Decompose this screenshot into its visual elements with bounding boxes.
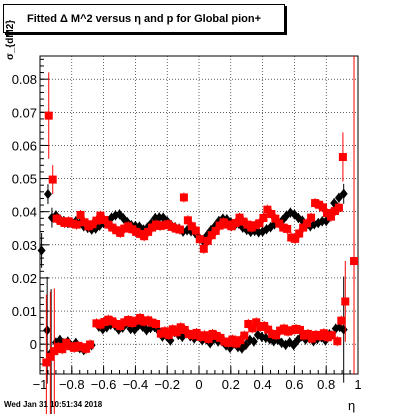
y-tick-label: 0 [30, 337, 37, 352]
x-tick-label: 0.4 [254, 377, 272, 392]
data-point-red [267, 210, 276, 219]
data-point-red [42, 358, 51, 367]
data-point-red [333, 337, 342, 346]
ticks-layer: −1 −0.8 −0.6 −0.4 −0.2 0 0.2 0.4 0.6 0.8 1 0 0.01 0.0… [12, 58, 362, 392]
data-point-red [96, 211, 105, 220]
data-point-red [86, 340, 95, 349]
data-point-red [319, 203, 328, 212]
data-point-black [339, 188, 348, 199]
data-point-red [179, 193, 188, 202]
x-tick-label: 0.8 [317, 377, 335, 392]
chart-title: Fitted Δ M^2 versus η and p for Global p… [3, 4, 285, 33]
x-tick-label: −0.4 [123, 377, 149, 392]
x-axis-label: η [348, 398, 356, 413]
data-point-red [341, 297, 350, 306]
x-tick-label: −1 [33, 377, 48, 392]
data-point-red [264, 325, 273, 334]
data-point-red [207, 231, 216, 240]
data-point-red [140, 232, 149, 241]
data-point-red [187, 222, 196, 231]
x-tick-label: −0.2 [154, 377, 180, 392]
data-point-red [72, 220, 81, 229]
data-point-red [303, 219, 312, 228]
data-point-red [195, 235, 204, 244]
data-point-black [43, 325, 52, 336]
data-point-red [58, 345, 67, 354]
data-point-red [255, 219, 264, 228]
data-point-red [303, 329, 312, 338]
data-point-red [248, 324, 257, 333]
data-point-red [283, 224, 292, 233]
y-tick-label: 0.04 [12, 205, 37, 220]
data-point-red [204, 334, 213, 343]
data-point-red [44, 111, 53, 120]
data-point-red [199, 244, 208, 253]
data-point-red [76, 211, 85, 219]
x-tick-label: 0 [195, 377, 202, 392]
data-point-red [175, 225, 184, 234]
data-point-red [272, 331, 281, 340]
data-point-red [334, 203, 343, 212]
x-tick-label: −0.8 [59, 377, 85, 392]
data-point-red [164, 330, 173, 339]
data-point-red [211, 226, 220, 235]
data-point-red [263, 205, 272, 214]
data-point-red [295, 325, 304, 334]
data-point-red [327, 331, 336, 340]
data-point-red [48, 175, 57, 184]
y-tick-label: 0.06 [12, 138, 37, 153]
y-tick-label: 0.01 [12, 304, 37, 319]
data-point-red [326, 212, 335, 221]
data-point-red [295, 229, 304, 238]
data-point-red [100, 215, 109, 224]
data-point-red [307, 213, 316, 222]
x-tick-label: 1 [354, 377, 361, 392]
data-point-red [191, 226, 200, 235]
data-point-red [252, 318, 261, 327]
data-point-red [231, 218, 240, 227]
data-point-red [46, 352, 55, 361]
data-point-red [92, 216, 101, 225]
data-point-red [271, 214, 280, 223]
data-point-red [338, 153, 347, 162]
data-point-red [144, 227, 153, 236]
data-point-red [50, 347, 59, 356]
data-point-red [291, 234, 300, 243]
series-layer [37, 56, 359, 414]
x-tick-label: 0.2 [222, 377, 240, 392]
data-point-red [337, 316, 346, 325]
y-tick-label: 0.05 [12, 172, 37, 187]
data-point-black [37, 245, 46, 256]
y-tick-label: 0.07 [12, 105, 37, 120]
y-tick-label: 0.02 [12, 271, 37, 286]
data-point-red [236, 336, 245, 345]
y-axis-label: σ_{dM2} [5, 19, 16, 60]
data-point-black [249, 336, 258, 347]
x-tick-label: −0.6 [91, 377, 117, 392]
data-point-black [43, 189, 52, 200]
data-point-red [82, 344, 91, 353]
data-point-red [172, 328, 181, 337]
y-tick-label: 0.03 [12, 238, 37, 253]
data-point-red [244, 319, 253, 328]
data-point-red [152, 319, 161, 328]
x-tick-label: 0.6 [285, 377, 303, 392]
data-point-red [116, 228, 125, 237]
data-point-red [203, 236, 212, 245]
data-point-red [299, 223, 308, 232]
timestamp-footer: Wed Jan 31 10:51:34 2018 [4, 400, 103, 409]
data-point-red [259, 213, 268, 222]
data-point-red [240, 331, 249, 340]
y-tick-label: 0.08 [12, 72, 37, 87]
data-point-red [183, 216, 192, 225]
